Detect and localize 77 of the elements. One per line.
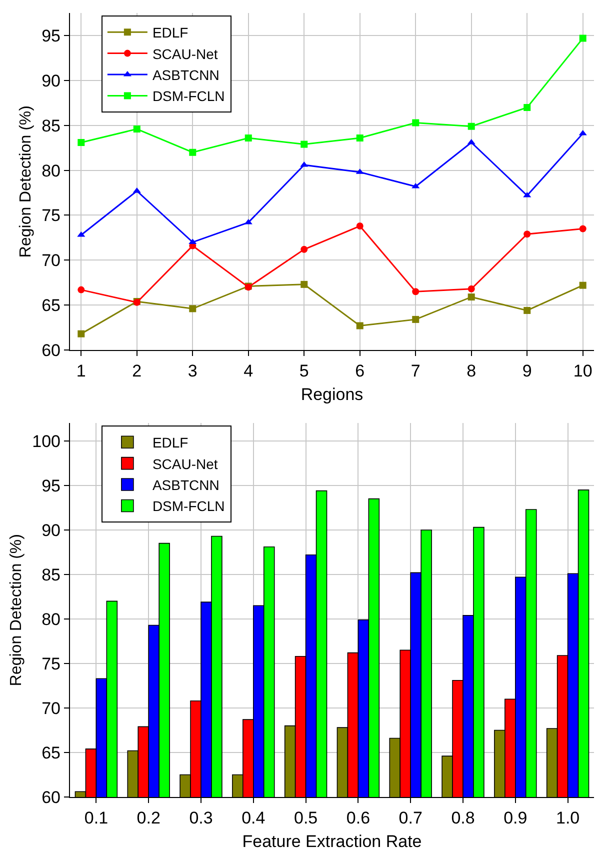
y-tick-label: 60 <box>42 788 60 807</box>
y-tick-label: 80 <box>42 610 60 629</box>
point <box>244 134 252 142</box>
y-axis-title: Region Detection (%) <box>8 534 26 686</box>
x-tick-label: 4 <box>244 361 254 380</box>
x-tick-label: 0.9 <box>504 808 528 828</box>
x-tick-label: 0.6 <box>346 808 370 828</box>
point <box>356 134 364 142</box>
legend-label: ASBTCNN <box>152 66 220 83</box>
x-tick-label: 0.1 <box>84 808 108 828</box>
legend-label: EDLF <box>152 434 188 451</box>
point <box>78 330 85 338</box>
y-tick-label: 70 <box>42 698 60 718</box>
y-tick-label: 60 <box>42 340 60 360</box>
y-tick-label: 80 <box>42 161 60 180</box>
point <box>524 104 531 111</box>
point <box>412 288 420 296</box>
x-tick-label: 0.2 <box>136 808 160 828</box>
x-tick-label: 10 <box>573 361 592 380</box>
point <box>300 161 308 167</box>
y-tick-label: 75 <box>42 654 60 674</box>
y-tick-label: 75 <box>42 206 60 226</box>
legend-label: DSM-FCLN <box>152 498 225 514</box>
point <box>579 282 586 289</box>
point <box>300 140 308 148</box>
point <box>468 293 475 300</box>
legend-label: SCAU-Net <box>152 456 218 472</box>
x-tick-label: 0.7 <box>398 808 422 828</box>
x-tick-label: 3 <box>188 361 198 380</box>
x-tick-label: 2 <box>132 361 142 380</box>
point <box>468 122 475 130</box>
y-tick-label: 90 <box>42 71 60 90</box>
x-axis-title: Regions <box>300 384 364 404</box>
point <box>412 119 420 126</box>
point <box>579 225 586 232</box>
y-tick-label: 90 <box>42 520 60 540</box>
point <box>524 306 531 314</box>
y-tick-label: 100 <box>32 432 60 451</box>
point <box>189 305 196 312</box>
point <box>412 316 420 323</box>
x-tick-label: 0.5 <box>294 808 318 828</box>
y-tick-label: 85 <box>42 116 60 136</box>
legend-label: SCAU-Net <box>152 46 218 62</box>
point <box>133 126 140 133</box>
point <box>300 280 308 288</box>
point <box>244 218 252 224</box>
y-tick-label: 65 <box>42 296 60 316</box>
point <box>523 192 532 198</box>
legend-label: EDLF <box>152 24 188 41</box>
x-tick-label: 8 <box>466 361 476 380</box>
legend-label: ASBTCNN <box>152 476 220 493</box>
x-tick-label: 1 <box>76 361 86 380</box>
legend-label: DSM-FCLN <box>152 88 225 104</box>
point <box>468 285 475 292</box>
point <box>579 34 586 42</box>
y-tick-label: 65 <box>42 743 60 762</box>
point <box>300 246 308 253</box>
y-tick-label: 85 <box>42 565 60 584</box>
point <box>78 139 85 146</box>
y-tick-label: 70 <box>42 251 60 270</box>
x-tick-label: 0.8 <box>451 808 475 828</box>
x-tick-label: 1.0 <box>556 808 580 828</box>
x-tick-label: 7 <box>410 361 420 380</box>
x-tick-label: 9 <box>522 361 532 380</box>
point <box>78 286 85 294</box>
point <box>356 222 364 230</box>
y-tick-label: 95 <box>42 26 60 46</box>
point <box>524 230 531 238</box>
point <box>356 322 364 330</box>
x-tick-label: 6 <box>355 361 365 380</box>
x-tick-label: 5 <box>299 361 309 380</box>
point <box>189 148 196 156</box>
x-axis-title: Feature Extraction Rate <box>242 832 422 851</box>
x-tick-label: 0.4 <box>242 808 266 828</box>
y-axis-title: Region Detection (%) <box>17 106 34 258</box>
x-tick-label: 0.3 <box>189 808 213 828</box>
y-tick-label: 95 <box>42 476 60 496</box>
